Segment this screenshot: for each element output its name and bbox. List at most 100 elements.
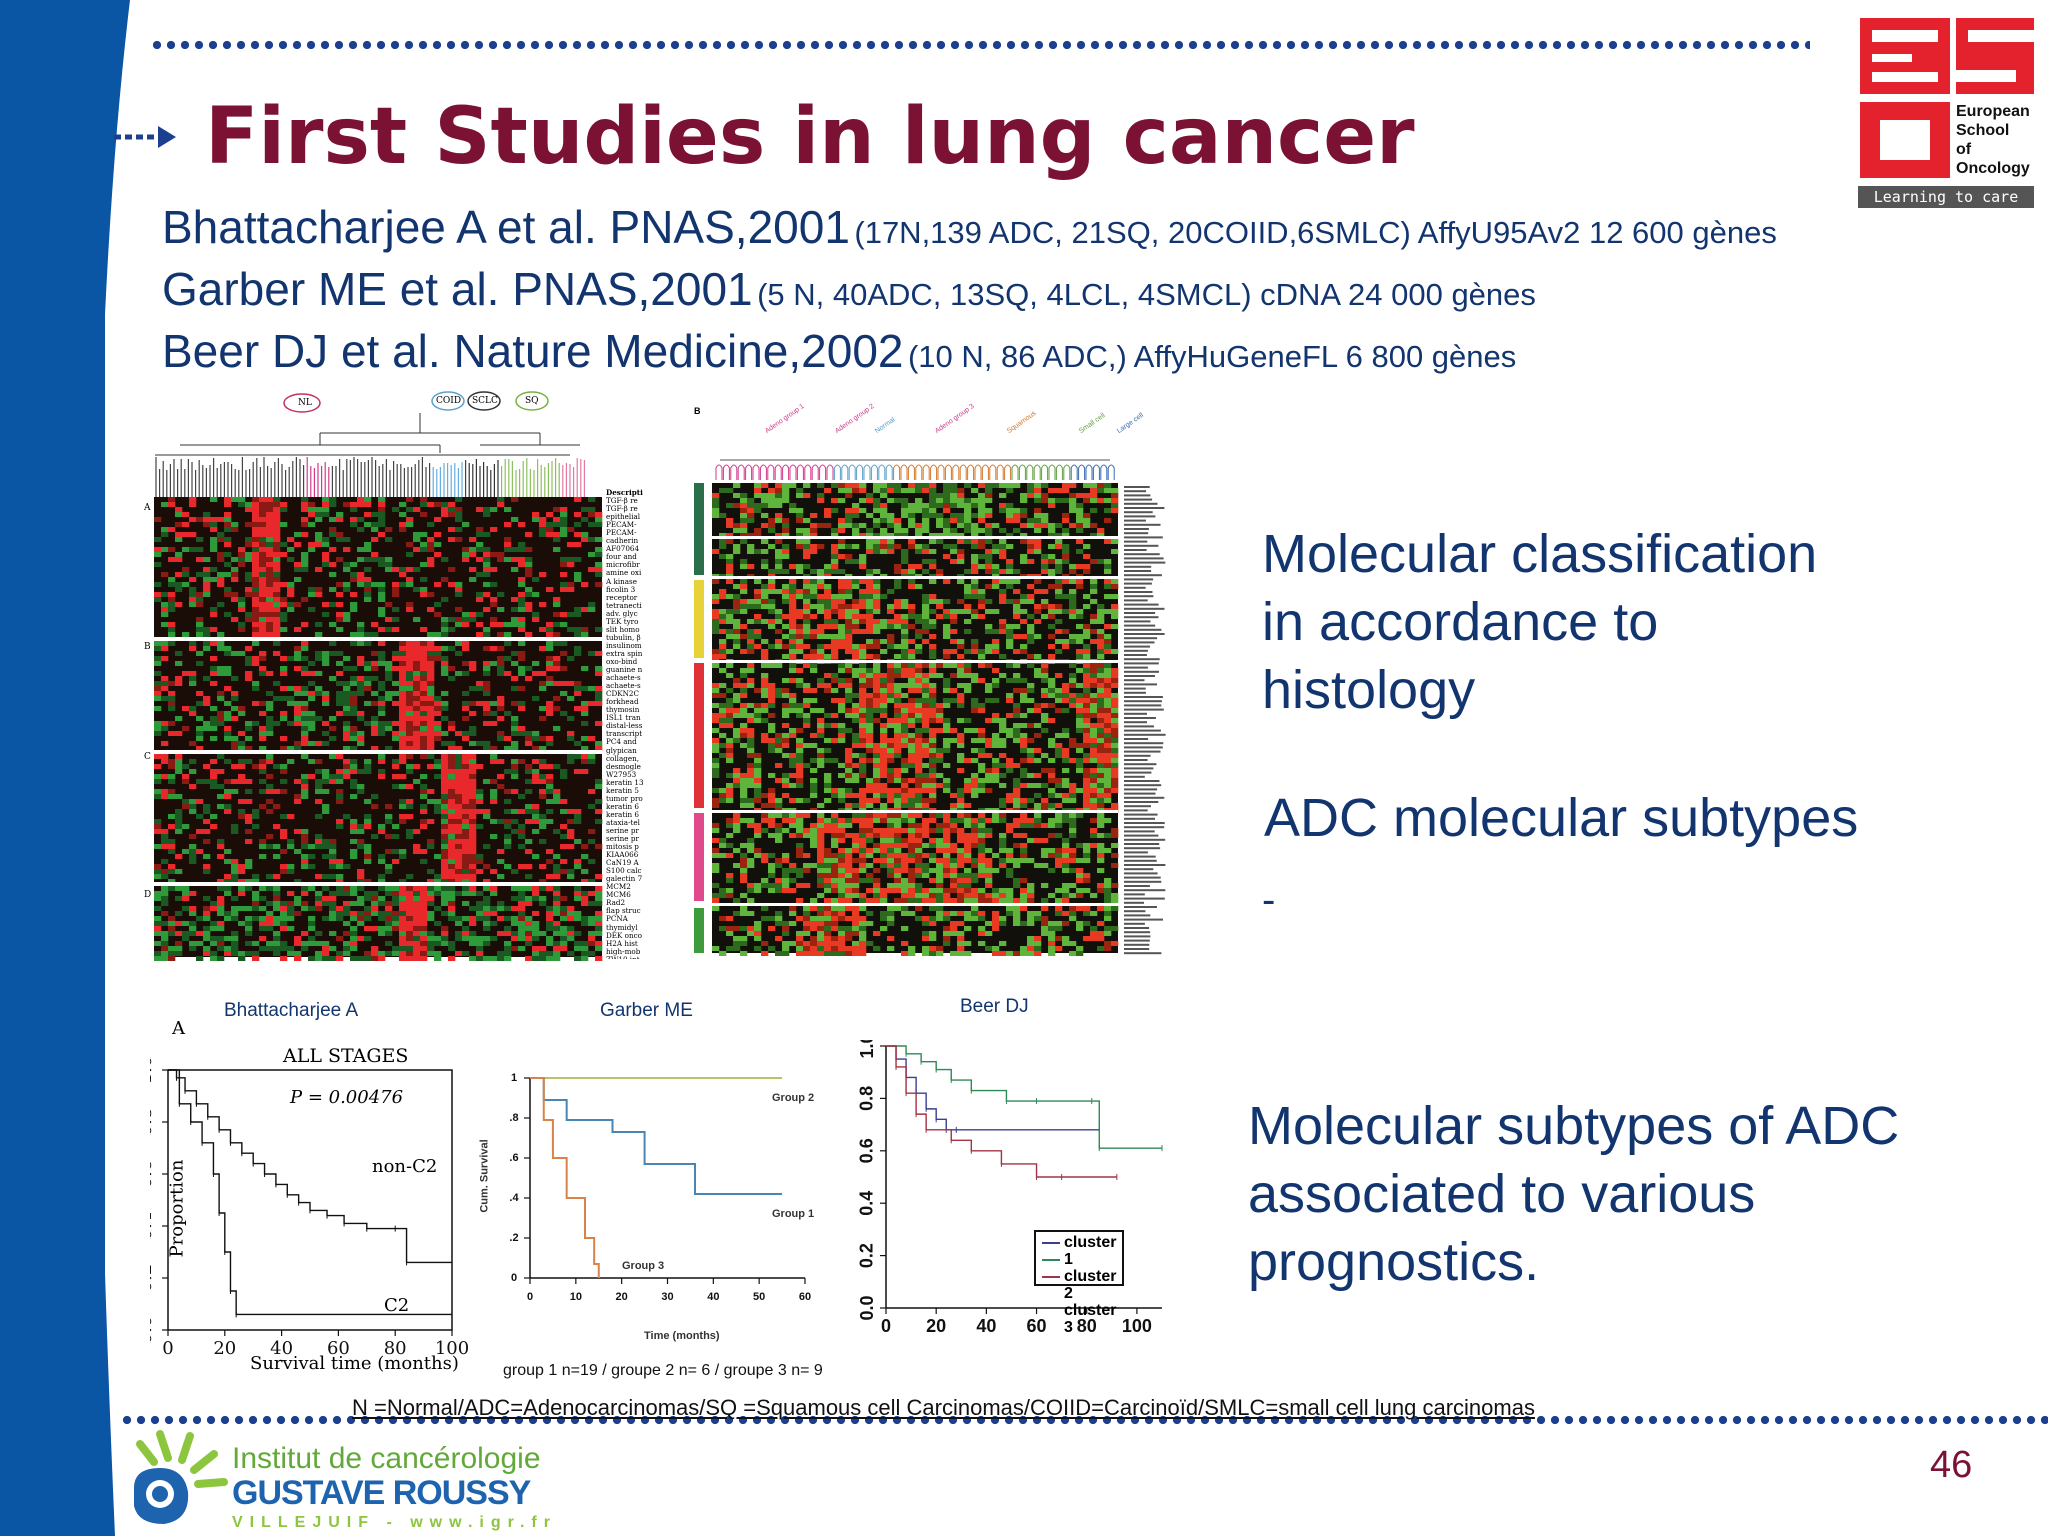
- x-tick-label: 30: [661, 1291, 673, 1303]
- descriptor-item: CDKN2C: [606, 689, 639, 699]
- y-tick-label: 0.6: [150, 1160, 156, 1189]
- survival-plot-beer: 0 20 40 60 80 100 0.0 0.2 0.4 0.6 0.8 1.0 cluster 1…: [850, 1040, 1170, 1352]
- cluster-label-sq: SQ: [525, 396, 539, 406]
- side-text-3-line-2: associated to various: [1248, 1164, 1756, 1224]
- arrow-icon: [114, 126, 176, 148]
- descriptor-item: epithelial: [606, 512, 641, 522]
- heatmap-1-cells: [154, 497, 603, 961]
- blue-curve-decoration: [60, 0, 130, 1536]
- descriptor-item: tubulin, β: [606, 632, 641, 642]
- x-tick-label: 20: [926, 1316, 946, 1336]
- descriptor-item: keratin 5: [606, 785, 640, 795]
- heatmap-2-group-label: Large cell: [1115, 411, 1145, 435]
- y-tick-label: 0.0: [150, 1316, 156, 1345]
- descriptor-item: PECAM-: [606, 528, 637, 538]
- reference-1: Bhattacharjee A et al. PNAS,2001 (17N,13…: [162, 200, 1777, 254]
- side-text-dash: -: [1262, 878, 1276, 922]
- descriptor-item: MCM6: [606, 890, 631, 900]
- y-tick-label: 1.0: [150, 1056, 156, 1085]
- heatmap-2-panel-letter: B: [694, 406, 701, 416]
- descriptor-item: adv. glyc: [606, 608, 638, 618]
- x-tick-label: 40: [270, 1338, 293, 1359]
- descriptor-item: amine oxi: [606, 568, 642, 578]
- reference-2-detail: (5 N, 40ADC, 13SQ, 4LCL, 4SMCL) cDNA 24 …: [757, 277, 1536, 312]
- descriptor-item: ficolin 3: [606, 584, 636, 594]
- descriptor-list: Descripti TGF-β re TGF-β re epithelial PECA…: [606, 489, 660, 959]
- eso-line-3: of: [1956, 141, 1972, 158]
- descriptor-item: tetranecti: [606, 600, 642, 610]
- x-tick-label: 0: [881, 1316, 891, 1336]
- km-plot-2-svg: 0 10 20 30 40 50 60 0 .2 .4 .6 .8 1: [509, 1072, 811, 1303]
- row-label-c: C: [144, 752, 151, 762]
- y-tick-label: 0.6: [857, 1138, 877, 1163]
- km1-pvalue: P = 0.00476: [290, 1087, 404, 1108]
- descriptor-item: transcript: [606, 729, 643, 739]
- reference-3: Beer DJ et al. Nature Medicine,2002 (10 …: [162, 324, 1516, 378]
- y-tick-label: .8: [509, 1112, 518, 1124]
- x-tick-label: 0: [527, 1291, 533, 1303]
- y-tick-label: 0.0: [857, 1295, 877, 1320]
- descriptor-item: S100 calc: [606, 866, 642, 876]
- descriptor-item: four and: [606, 552, 637, 562]
- descriptor-item: serine pr: [606, 834, 639, 844]
- x-tick-label: 0: [162, 1338, 173, 1359]
- descriptor-item: A kinase: [606, 576, 637, 586]
- descriptor-item: extra spin: [606, 648, 643, 658]
- y-tick-label: 1: [511, 1072, 517, 1084]
- x-tick-label: 80: [1077, 1316, 1097, 1336]
- reference-1-detail: (17N,139 ADC, 21SQ, 20COIID,6SMLC) AffyU…: [854, 215, 1777, 250]
- km3-legend-cluster-1: cluster 1: [1064, 1234, 1117, 1268]
- km1-xlabel: Survival time (months): [250, 1353, 459, 1374]
- descriptor-item: AF07064: [606, 544, 640, 554]
- descriptor-item: insulinom: [606, 640, 642, 650]
- y-tick-label: .4: [509, 1192, 519, 1204]
- km1-ylabel: Proportion: [166, 1159, 188, 1258]
- abbreviation-footnote: N =Normal/ADC=Adenocarcinomas/SQ =Squamo…: [352, 1395, 1535, 1420]
- descriptor-item: TGF-β re: [606, 504, 638, 514]
- reference-1-main: Bhattacharjee A et al. PNAS,2001: [162, 201, 850, 253]
- garber-footnote: group 1 n=19 / groupe 2 n= 6 / groupe 3 …: [503, 1362, 823, 1379]
- page-number: 46: [1930, 1444, 1973, 1486]
- label-bhattacharjee: Bhattacharjee A: [224, 1000, 359, 1021]
- label-beer: Beer DJ: [960, 996, 1029, 1017]
- km1-title: ALL STAGES: [283, 1045, 409, 1067]
- eso-line-1: European: [1956, 103, 2030, 120]
- descriptor-item: TGF-β re: [606, 496, 638, 506]
- descriptor-item: CaN19 A: [606, 858, 639, 868]
- x-tick-label: 20: [616, 1291, 628, 1303]
- descriptor-item: mitosis p: [606, 842, 639, 852]
- heatmap-2-group-label: Adeno group 1: [763, 402, 806, 435]
- side-text-1-line-2: in accordance to: [1262, 592, 1659, 652]
- heatmap-2-cells: [712, 483, 1119, 956]
- heatmap-2-gene-list: [1124, 486, 1166, 955]
- eso-line-4: Oncology: [1956, 160, 2030, 177]
- x-tick-label: 40: [976, 1316, 996, 1336]
- descriptor-item: PCNA: [606, 914, 628, 924]
- heatmap-2-dendrogram: [715, 459, 1115, 480]
- descriptor-item: thymosin: [606, 705, 640, 715]
- descriptor-item: keratin 13: [606, 777, 644, 787]
- series-line: [168, 1069, 452, 1316]
- km2-ylabel: Cum. Survival: [478, 1139, 491, 1213]
- descriptor-item: distal-less: [606, 721, 643, 731]
- heatmap-2-group-label: Small cell: [1077, 412, 1107, 435]
- heatmap-2-group-label: Adeno group 2: [833, 402, 876, 435]
- side-text-1-line-1: Molecular classification: [1262, 524, 1818, 584]
- heatmap-2-group-label: Adeno group 3: [933, 402, 976, 435]
- side-text-1-line-3: histology: [1262, 660, 1476, 720]
- reference-2: Garber ME et al. PNAS,2001 (5 N, 40ADC, …: [162, 262, 1536, 316]
- km2-label-group1: Group 1: [772, 1208, 815, 1220]
- descriptor-item: collagen,: [606, 753, 640, 763]
- descriptor-item: W27953: [606, 769, 637, 779]
- cluster-label-nl: NL: [298, 398, 312, 408]
- bottom-dotted-rule: [120, 1415, 2048, 1425]
- heatmap-garber: B Adeno group 1 Adeno group 2 Normal Adeno …: [690, 398, 1180, 960]
- descriptor-header: Descripti: [606, 489, 643, 497]
- igr-sun-icon: [134, 1430, 228, 1524]
- descriptor-item: keratin 6: [606, 801, 640, 811]
- x-tick-label: 80: [384, 1338, 407, 1359]
- survival-plot-garber: 0 10 20 30 40 50 60 0 .2 .4 .6 .8 1 Time (months) Cu…: [470, 1060, 830, 1350]
- y-tick-label: 0.2: [150, 1264, 156, 1293]
- x-tick-label: 40: [707, 1291, 719, 1303]
- descriptor-item: ISL1 tran: [606, 713, 641, 723]
